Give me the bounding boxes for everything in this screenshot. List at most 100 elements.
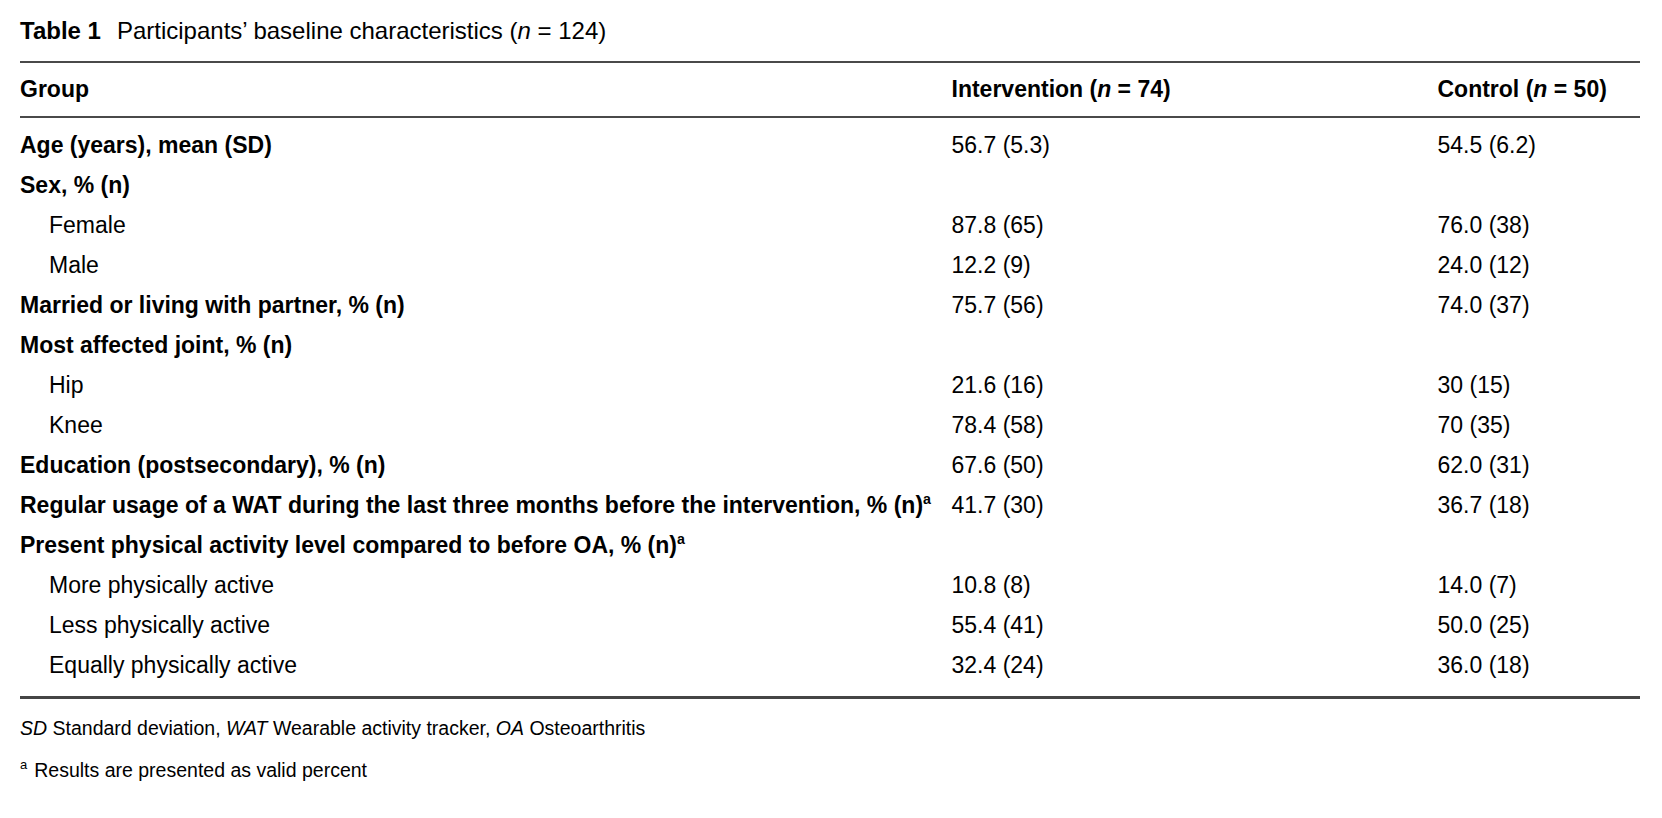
control-value: 74.0 (37): [1438, 285, 1641, 325]
control-value: 54.5 (6.2): [1438, 117, 1641, 165]
column-header-intervention: Intervention (n = 74): [952, 62, 1438, 117]
table-body: Age (years), mean (SD) 56.7 (5.3) 54.5 (…: [20, 117, 1640, 698]
table-row-activity-level: Present physical activity level compared…: [20, 525, 1640, 565]
row-label-text: Less physically active: [49, 612, 270, 638]
row-label-text: Hip: [49, 372, 84, 398]
row-label: Male: [20, 245, 952, 285]
table-footnotes: SD Standard deviation, WAT Wearable acti…: [20, 716, 1640, 782]
control-value: [1438, 165, 1641, 205]
row-label: Married or living with partner, % (n): [20, 285, 952, 325]
row-label-text: Age (years), mean (SD): [20, 132, 272, 158]
footnote-marker: a: [923, 491, 931, 507]
table-row-most-affected-joint: Most affected joint, % (n): [20, 325, 1640, 365]
table-row-male: Male 12.2 (9) 24.0 (12): [20, 245, 1640, 285]
control-value: 24.0 (12): [1438, 245, 1641, 285]
control-value: 76.0 (38): [1438, 205, 1641, 245]
row-label: More physically active: [20, 565, 952, 605]
control-value: 62.0 (31): [1438, 445, 1641, 485]
row-label: Sex, % (n): [20, 165, 952, 205]
table-row-female: Female 87.8 (65) 76.0 (38): [20, 205, 1640, 245]
intervention-value: [952, 525, 1438, 565]
control-value: 30 (15): [1438, 365, 1641, 405]
table-row-less-active: Less physically active 55.4 (41) 50.0 (2…: [20, 605, 1640, 645]
intervention-value: [952, 325, 1438, 365]
row-label-text: More physically active: [49, 572, 274, 598]
table-row-age: Age (years), mean (SD) 56.7 (5.3) 54.5 (…: [20, 117, 1640, 165]
control-value: [1438, 325, 1641, 365]
table-row-hip: Hip 21.6 (16) 30 (15): [20, 365, 1640, 405]
row-label-text: Regular usage of a WAT during the last t…: [20, 492, 923, 518]
intervention-value: 32.4 (24): [952, 645, 1438, 698]
intervention-value: 41.7 (30): [952, 485, 1438, 525]
row-label-text: Education (postsecondary), % (n): [20, 452, 385, 478]
footnote-a-text: Results are presented as valid percent: [34, 759, 367, 781]
paper-table-figure: Table 1 Participants’ baseline characteri…: [0, 0, 1662, 818]
column-header-control: Control (n = 50): [1438, 62, 1641, 117]
table-row-more-active: More physically active 10.8 (8) 14.0 (7): [20, 565, 1640, 605]
control-value: 36.7 (18): [1438, 485, 1641, 525]
caption-n-symbol: n: [518, 17, 531, 44]
table-header: Group Intervention (n = 74) Control (n =…: [20, 62, 1640, 117]
intervention-value: 55.4 (41): [952, 605, 1438, 645]
row-label: Less physically active: [20, 605, 952, 645]
row-label: Hip: [20, 365, 952, 405]
table-row-wat-usage: Regular usage of a WAT during the last t…: [20, 485, 1640, 525]
intervention-n-symbol: n: [1097, 76, 1111, 102]
header-row: Group Intervention (n = 74) Control (n =…: [20, 62, 1640, 117]
abbr-oa: OA: [496, 717, 524, 739]
control-value: 50.0 (25): [1438, 605, 1641, 645]
abbr-sd: SD: [20, 717, 47, 739]
row-label: Most affected joint, % (n): [20, 325, 952, 365]
abbr-wat-definition: Wearable activity tracker,: [268, 717, 496, 739]
intervention-value: 10.8 (8): [952, 565, 1438, 605]
intervention-header-text: Intervention (: [952, 76, 1098, 102]
intervention-value: 78.4 (58): [952, 405, 1438, 445]
control-value: 14.0 (7): [1438, 565, 1641, 605]
valid-percent-note: a Results are presented as valid percent: [20, 753, 1640, 782]
table-row-education: Education (postsecondary), % (n) 67.6 (5…: [20, 445, 1640, 485]
row-label: Equally physically active: [20, 645, 952, 698]
row-label-text: Female: [49, 212, 126, 238]
row-label-text: Present physical activity level compared…: [20, 532, 677, 558]
table-row-sex: Sex, % (n): [20, 165, 1640, 205]
footnote-marker: a: [677, 531, 685, 547]
intervention-n-count: = 74): [1111, 76, 1170, 102]
column-header-group: Group: [20, 62, 952, 117]
intervention-value: 67.6 (50): [952, 445, 1438, 485]
table-number: Table 1: [20, 17, 101, 44]
row-label-text: Married or living with partner, % (n): [20, 292, 405, 318]
control-n-count: = 50): [1547, 76, 1606, 102]
row-label-text: Knee: [49, 412, 103, 438]
row-label: Present physical activity level compared…: [20, 525, 952, 565]
row-label: Age (years), mean (SD): [20, 117, 952, 165]
control-header-text: Control (: [1438, 76, 1534, 102]
abbr-oa-definition: Osteoarthritis: [524, 717, 645, 739]
table-row-equally-active: Equally physically active 32.4 (24) 36.0…: [20, 645, 1640, 698]
row-label: Regular usage of a WAT during the last t…: [20, 485, 952, 525]
control-value: 36.0 (18): [1438, 645, 1641, 698]
control-value: [1438, 525, 1641, 565]
row-label-text: Most affected joint, % (n): [20, 332, 292, 358]
row-label: Education (postsecondary), % (n): [20, 445, 952, 485]
table-title: Table 1 Participants’ baseline characteri…: [20, 16, 1640, 46]
row-label: Female: [20, 205, 952, 245]
row-label-text: Sex, % (n): [20, 172, 130, 198]
footnote-a-marker: a: [20, 757, 27, 772]
intervention-value: [952, 165, 1438, 205]
intervention-value: 87.8 (65): [952, 205, 1438, 245]
abbreviations-note: SD Standard deviation, WAT Wearable acti…: [20, 716, 1640, 740]
control-n-symbol: n: [1533, 76, 1547, 102]
row-label-text: Male: [49, 252, 99, 278]
baseline-characteristics-table: Group Intervention (n = 74) Control (n =…: [20, 61, 1640, 699]
table-caption-text: Participants’ baseline characteristics (: [117, 17, 518, 44]
intervention-value: 75.7 (56): [952, 285, 1438, 325]
table-caption-count: = 124): [531, 17, 606, 44]
intervention-value: 21.6 (16): [952, 365, 1438, 405]
control-value: 70 (35): [1438, 405, 1641, 445]
intervention-value: 56.7 (5.3): [952, 117, 1438, 165]
table-row-married: Married or living with partner, % (n) 75…: [20, 285, 1640, 325]
row-label-text: Equally physically active: [49, 652, 297, 678]
table-row-knee: Knee 78.4 (58) 70 (35): [20, 405, 1640, 445]
intervention-value: 12.2 (9): [952, 245, 1438, 285]
abbr-sd-definition: Standard deviation,: [47, 717, 226, 739]
